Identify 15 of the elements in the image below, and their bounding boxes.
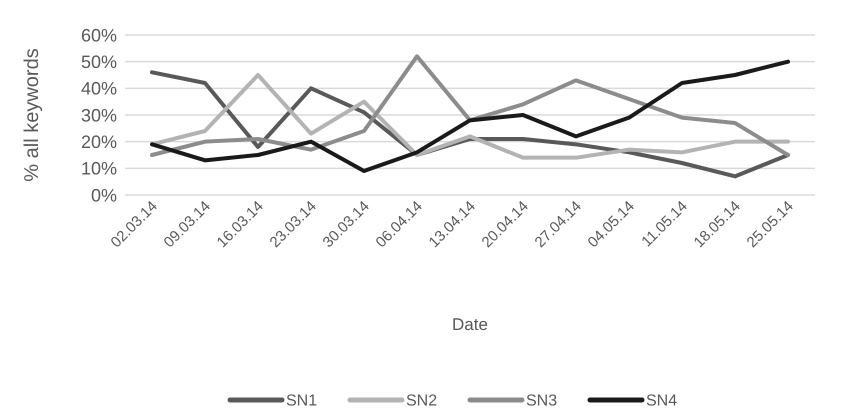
y-tick-label: 20% <box>80 132 117 152</box>
y-tick-label: 40% <box>80 78 117 99</box>
y-tick-label: 30% <box>80 105 117 126</box>
legend-label: SN3 <box>526 392 558 410</box>
y-tick-label: 0% <box>90 185 117 206</box>
y-tick-label: 10% <box>80 158 117 179</box>
legend-label: SN2 <box>406 392 438 410</box>
x-axis-title: Date <box>452 315 488 334</box>
legend-label: SN4 <box>646 392 678 410</box>
line-series <box>150 54 790 157</box>
legend-label: SN1 <box>286 392 318 410</box>
y-tick-label: 60% <box>80 25 117 46</box>
y-tick-label: 50% <box>80 52 117 72</box>
line-series <box>150 73 790 160</box>
y-axis-title: % all keywords <box>21 48 43 182</box>
